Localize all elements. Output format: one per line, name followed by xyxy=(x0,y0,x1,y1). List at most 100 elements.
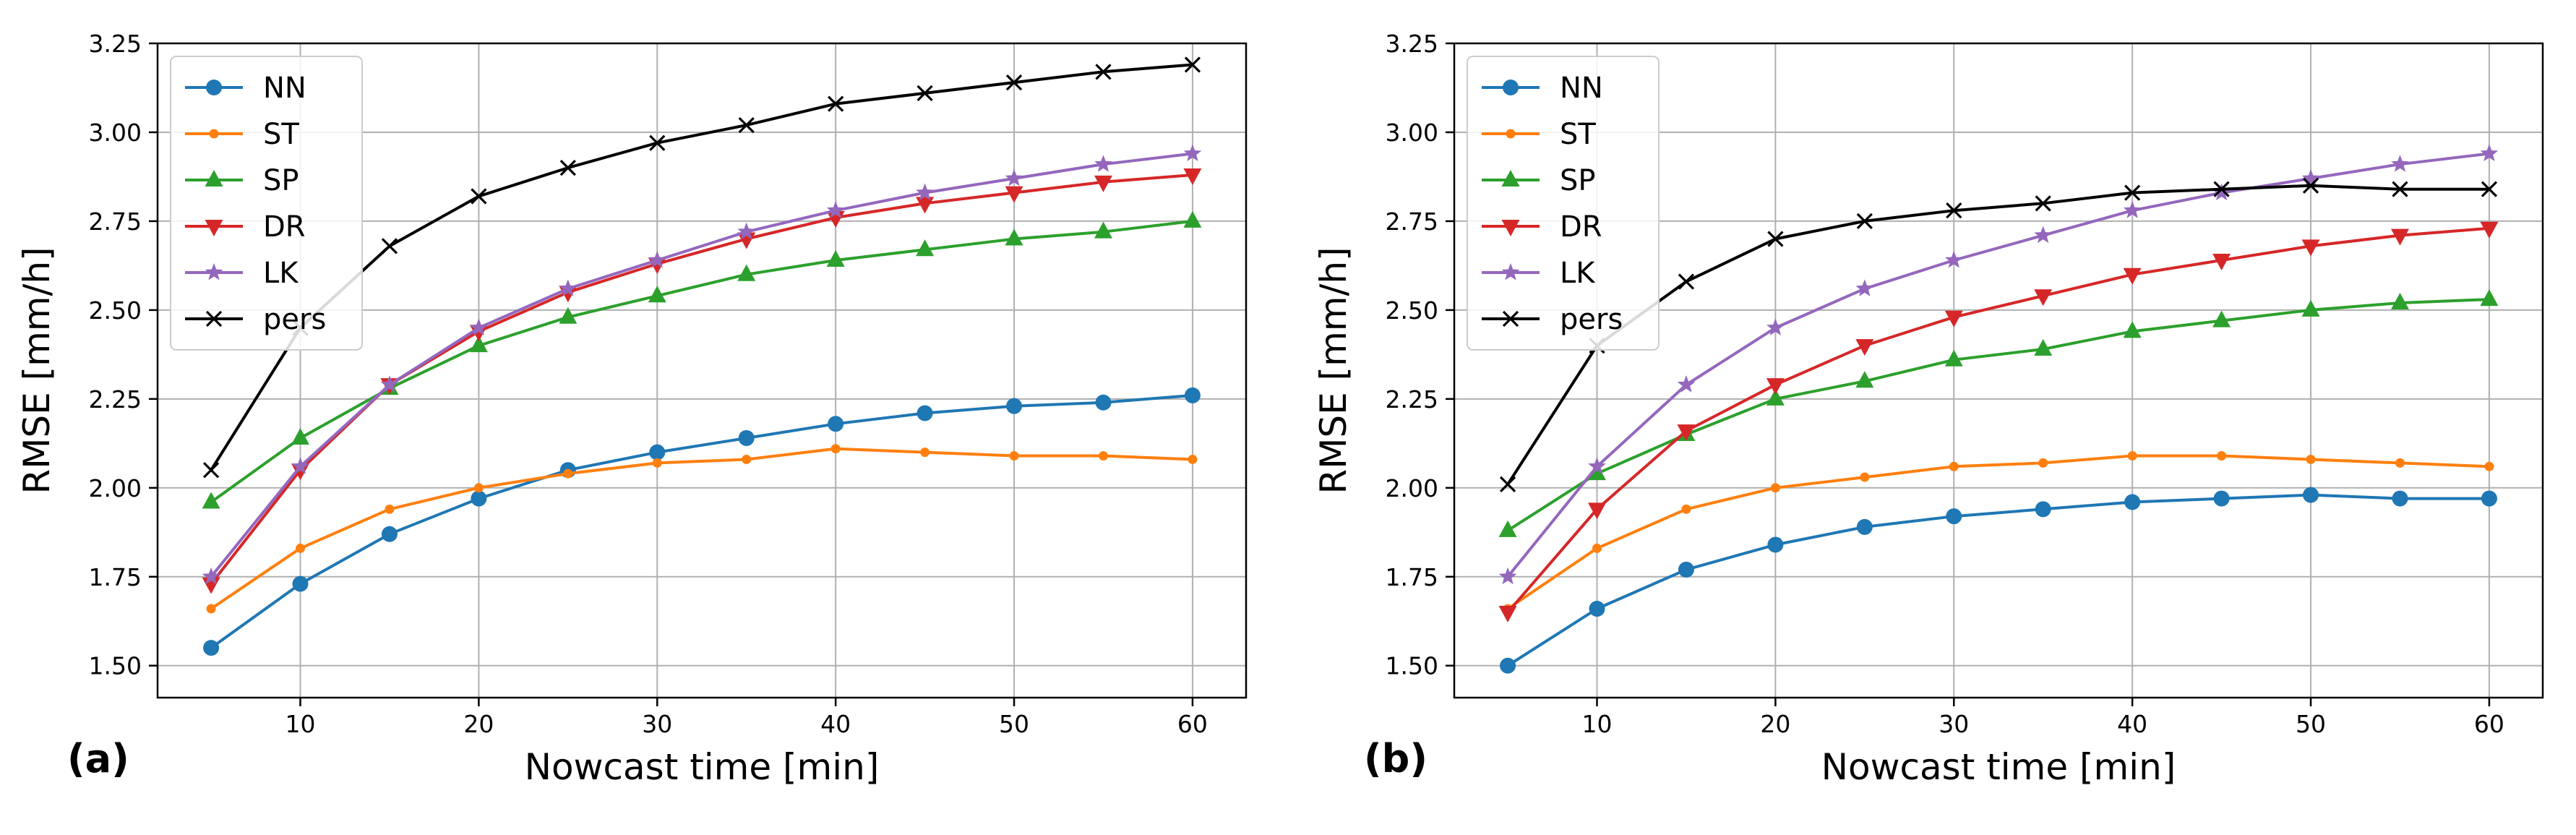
data-point-ST-4-shape xyxy=(1860,472,1870,482)
data-point-SP-11-shape xyxy=(1183,210,1202,228)
data-point-SP-6 xyxy=(2034,338,2053,356)
data-point-SP-10-shape xyxy=(2390,293,2409,310)
series-line-ST xyxy=(210,447,1193,610)
data-point-SP-3-shape xyxy=(1766,388,1785,406)
data-point-LK-6 xyxy=(737,222,756,240)
data-point-ST-8 xyxy=(2217,451,2227,461)
data-point-pers-0-stroke-b xyxy=(202,462,220,479)
data-point-NN-9-shape xyxy=(2303,487,2319,503)
data-point-pers-6-stroke-b xyxy=(2035,195,2051,212)
data-point-NN-5-shape xyxy=(649,444,666,461)
data-point-pers-0-stroke-b xyxy=(1499,476,1516,493)
data-point-LK-2-shape xyxy=(380,375,399,393)
data-point-DR-9-shape xyxy=(1005,186,1023,203)
y-tick-label-6: 3.00 xyxy=(89,119,142,147)
data-point-pers-3-stroke-b xyxy=(1767,231,1784,247)
data-point-ST-2 xyxy=(1681,504,1691,514)
data-point-DR-2 xyxy=(1677,424,1696,442)
x-tick-label-3: 40 xyxy=(2117,710,2147,738)
x-tick-label-0: 10 xyxy=(285,710,316,738)
data-point-SP-5 xyxy=(648,286,666,303)
data-point-ST-4-shape xyxy=(563,468,573,479)
series-line-SP xyxy=(1507,298,2489,532)
x-tick-label-3: 40 xyxy=(820,710,851,738)
data-point-pers-8 xyxy=(916,85,933,101)
data-point-DR-8-shape xyxy=(2212,254,2231,271)
legend-marker-ST-shape xyxy=(1506,129,1516,139)
data-point-LK-7-shape xyxy=(826,201,845,218)
data-point-DR-1 xyxy=(291,463,310,481)
legend-entry-DR: DR xyxy=(1482,210,1602,244)
data-point-NN-9 xyxy=(2303,487,2319,503)
data-point-SP-7 xyxy=(826,250,845,267)
y-tick-label-3: 2.25 xyxy=(89,385,142,414)
y-tick-label-5: 2.75 xyxy=(89,207,142,236)
legend-marker-ST xyxy=(1506,129,1516,139)
data-point-ST-3-shape xyxy=(1770,483,1780,493)
data-point-pers-5-stroke-b xyxy=(649,134,666,151)
data-point-SP-9 xyxy=(1005,228,1023,246)
legend-marker-ST-shape xyxy=(209,129,219,139)
panel-label: (a) xyxy=(67,736,129,782)
data-point-SP-7-shape xyxy=(2123,321,2142,338)
y-tick-label-0: 1.50 xyxy=(89,652,142,680)
data-point-ST-2 xyxy=(385,504,395,514)
legend-label-pers: pers xyxy=(1560,303,1623,336)
data-point-DR-10-shape xyxy=(2390,228,2409,246)
data-point-pers-4 xyxy=(1856,213,1873,230)
data-point-ST-8 xyxy=(920,448,930,458)
data-point-LK-8 xyxy=(916,183,934,201)
data-point-LK-9 xyxy=(2301,168,2320,187)
data-point-SP-10-shape xyxy=(1094,221,1112,239)
data-point-DR-10 xyxy=(1094,175,1112,192)
legend-entry-pers: pers xyxy=(1482,303,1623,336)
data-point-DR-8-shape xyxy=(916,197,935,214)
legend-label-pers: pers xyxy=(263,303,326,336)
data-point-ST-5-shape xyxy=(652,458,662,468)
data-point-NN-9-shape xyxy=(1006,398,1023,414)
data-point-ST-0-shape xyxy=(206,604,216,614)
data-point-LK-6 xyxy=(2034,226,2053,244)
series-NN xyxy=(203,387,1201,656)
y-tick-label-7: 3.25 xyxy=(1386,30,1438,58)
data-point-NN-7-shape xyxy=(828,416,844,432)
data-point-ST-9-shape xyxy=(2306,454,2316,464)
data-point-SP-4-shape xyxy=(559,307,578,324)
data-point-NN-6-shape xyxy=(738,429,755,446)
data-point-ST-6 xyxy=(2038,458,2048,468)
data-point-LK-1-shape xyxy=(291,457,309,474)
data-point-LK-8-shape xyxy=(916,183,934,201)
data-point-SP-5-shape xyxy=(1944,349,1963,367)
legend-label-LK: LK xyxy=(263,257,299,290)
data-point-pers-2 xyxy=(1678,273,1695,290)
data-point-DR-9 xyxy=(1005,186,1023,203)
data-point-pers-5-stroke-b xyxy=(1946,202,1962,219)
data-point-DR-4 xyxy=(1855,339,1874,356)
x-axis-label: Nowcast time [min] xyxy=(1821,746,2176,788)
data-point-ST-2-shape xyxy=(1681,504,1691,514)
data-point-LK-3 xyxy=(470,318,488,335)
data-point-ST-1 xyxy=(1592,543,1602,553)
axes-frame xyxy=(156,42,1248,699)
data-point-pers-6 xyxy=(738,116,755,134)
data-point-pers-7 xyxy=(828,95,844,112)
data-point-SP-8-shape xyxy=(2212,310,2231,327)
series-line-pers xyxy=(210,63,1193,471)
data-point-ST-10-shape xyxy=(2395,458,2405,468)
data-point-NN-8 xyxy=(916,405,933,421)
data-point-LK-5-shape xyxy=(648,251,666,268)
data-point-pers-6-stroke-b xyxy=(738,116,755,134)
data-point-ST-11 xyxy=(1188,454,1198,464)
data-point-pers-10-stroke-b xyxy=(1095,64,1112,80)
data-point-ST-11-shape xyxy=(1188,454,1198,464)
data-point-ST-11 xyxy=(2484,461,2494,471)
data-point-pers-10-stroke-b xyxy=(2392,181,2408,197)
data-point-SP-3 xyxy=(1766,388,1785,406)
data-point-NN-11-shape xyxy=(1184,387,1201,403)
data-point-pers-11-stroke-b xyxy=(2481,181,2498,197)
data-point-SP-4-shape xyxy=(1855,371,1874,388)
data-point-NN-10 xyxy=(2392,490,2408,507)
data-point-SP-1 xyxy=(1588,463,1607,481)
legend-marker-NN-shape xyxy=(206,80,222,95)
data-point-LK-0-shape xyxy=(1498,567,1517,585)
